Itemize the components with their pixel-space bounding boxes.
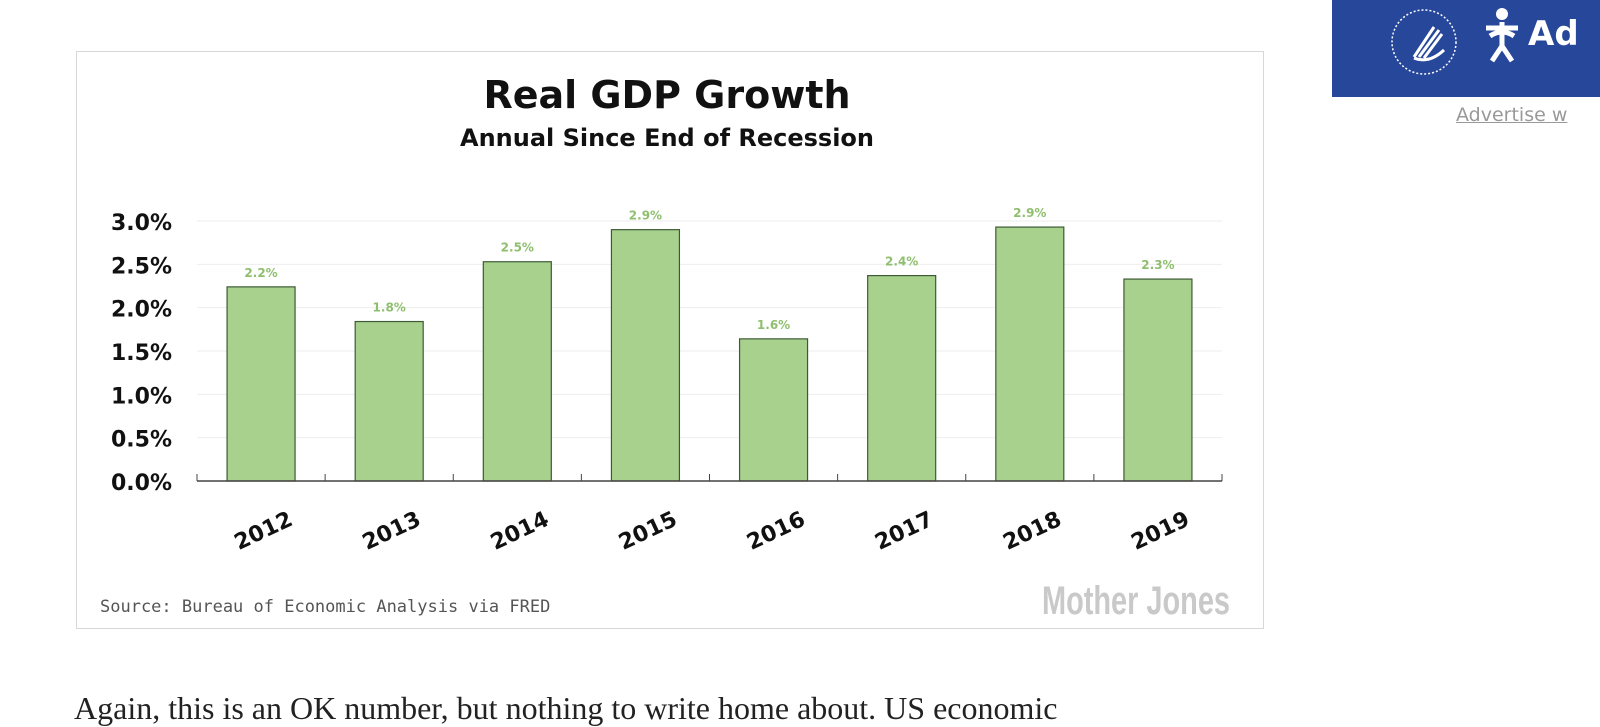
bar-2019	[1123, 278, 1193, 482]
data-label: 2.5%	[501, 241, 534, 255]
hhs-eagle-icon	[1391, 9, 1457, 75]
y-tick-label: 3.0%	[111, 211, 172, 236]
bar-2018	[995, 226, 1065, 482]
y-tick-label: 0.0%	[111, 471, 172, 496]
bar-2015	[610, 229, 681, 482]
advertise-link[interactable]: Advertise w	[1456, 104, 1568, 126]
data-label: 2.3%	[1141, 258, 1174, 272]
chart-subtitle: Annual Since End of Recession	[460, 124, 874, 152]
y-tick-label: 2.0%	[111, 298, 172, 323]
y-tick-label: 0.5%	[111, 428, 172, 453]
data-label: 2.9%	[629, 209, 662, 223]
source-note: Source: Bureau of Economic Analysis via …	[100, 597, 550, 617]
y-tick-label: 2.5%	[111, 254, 172, 279]
ad-banner[interactable]: Ad	[1332, 0, 1600, 97]
bar-2014	[482, 261, 552, 482]
bar-2012	[226, 286, 296, 482]
data-label: 2.2%	[244, 266, 277, 280]
bar-2013	[354, 320, 424, 482]
mother-jones-logo: Mother Jones	[1042, 579, 1230, 623]
y-tick-label: 1.0%	[111, 384, 172, 409]
article-text: Again, this is an OK number, but nothing…	[74, 690, 1058, 726]
data-label: 2.9%	[1013, 206, 1046, 220]
bar-2017	[867, 275, 937, 482]
data-label: 1.6%	[757, 318, 790, 332]
person-icon	[1486, 8, 1518, 63]
chart-title: Real GDP Growth	[483, 73, 850, 117]
ad-text: Ad	[1528, 14, 1579, 54]
y-tick-label: 1.5%	[111, 341, 172, 366]
data-label: 1.8%	[373, 301, 406, 315]
bar-2016	[738, 338, 809, 482]
data-label: 2.4%	[885, 255, 918, 269]
